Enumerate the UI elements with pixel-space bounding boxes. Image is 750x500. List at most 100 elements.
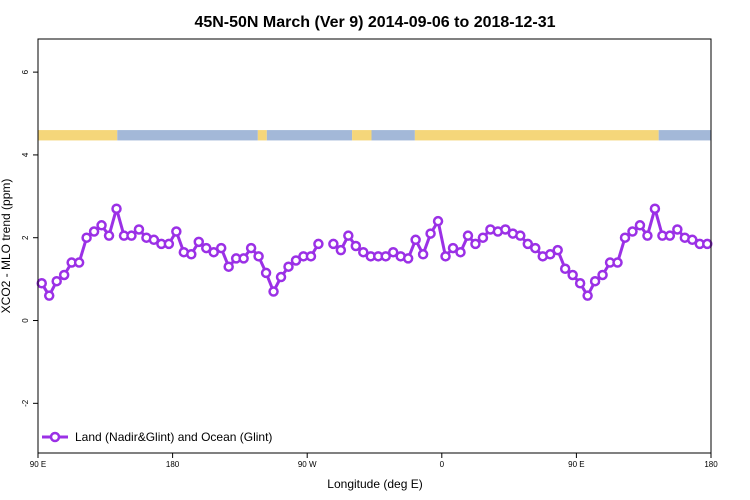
- x-tick-label: 90 E: [30, 460, 46, 469]
- data-point: [664, 230, 676, 241]
- data-point: [111, 203, 122, 214]
- data-point: [612, 257, 623, 268]
- data-point: [619, 232, 631, 243]
- data-point: [522, 238, 534, 250]
- data-point: [544, 249, 556, 260]
- data-point: [253, 251, 264, 262]
- strip-segment-land: [257, 130, 267, 141]
- data-point: [51, 275, 62, 287]
- y-tick-label: 6: [21, 69, 30, 74]
- x-axis-label: Longitude (deg E): [327, 477, 422, 491]
- data-point: [649, 203, 661, 214]
- y-tick-label: 4: [21, 152, 30, 157]
- data-point: [515, 230, 526, 241]
- data-point: [133, 224, 145, 235]
- chart-title: 45N-50N March (Ver 9) 2014-09-06 to 2018…: [194, 14, 555, 31]
- data-point: [268, 286, 279, 297]
- data-point: [245, 242, 257, 254]
- y-tick-label: 0: [21, 318, 30, 323]
- data-point: [432, 215, 444, 227]
- y-axis-label: XCO2 - MLO trend (ppm): [0, 179, 13, 314]
- y-tick-label: -2: [21, 399, 30, 407]
- data-point: [305, 251, 317, 262]
- data-point: [597, 269, 608, 281]
- data-point: [687, 234, 698, 246]
- data-point: [335, 244, 347, 256]
- data-point: [193, 236, 205, 248]
- strip-segment-ocean: [658, 130, 711, 141]
- data-point: [275, 271, 287, 283]
- data-point: [440, 251, 451, 262]
- data-point: [462, 230, 474, 241]
- data-point: [103, 230, 115, 241]
- data-point: [350, 240, 362, 252]
- strip-segment-land: [414, 130, 659, 141]
- data-point: [477, 232, 489, 243]
- data-point: [402, 253, 414, 264]
- data-point: [672, 224, 683, 235]
- x-tick-label: 90 E: [568, 460, 584, 469]
- data-point: [574, 278, 586, 289]
- data-point: [215, 242, 227, 254]
- data-point: [186, 249, 197, 260]
- data-point: [238, 253, 249, 264]
- data-point: [470, 238, 481, 250]
- data-point: [81, 232, 92, 243]
- data-series: [36, 203, 713, 301]
- x-tick-label: 180: [704, 460, 718, 469]
- strip-segment-ocean: [371, 130, 415, 141]
- data-point: [58, 269, 70, 281]
- legend-entry: Land (Nadir&Glint) and Ocean (Glint): [75, 430, 272, 444]
- data-point: [96, 220, 107, 231]
- data-point: [589, 275, 601, 287]
- data-point: [260, 267, 272, 279]
- data-point: [582, 290, 593, 301]
- data-point: [208, 246, 219, 258]
- y-axis: -2 0 2 4 6: [21, 69, 38, 407]
- data-point: [163, 238, 175, 250]
- data-point: [313, 238, 324, 250]
- data-point: [201, 242, 212, 254]
- data-point: [343, 230, 354, 241]
- data-point: [642, 230, 653, 241]
- data-point: [148, 234, 160, 246]
- data-point: [702, 238, 713, 250]
- data-point: [530, 242, 541, 254]
- data-point: [447, 242, 459, 254]
- data-point: [380, 251, 391, 262]
- legend: Land (Nadir&Glint) and Ocean (Glint): [42, 430, 272, 444]
- data-point: [283, 261, 294, 272]
- x-tick-label: 180: [166, 460, 180, 469]
- strip-segment-land: [352, 130, 372, 141]
- data-point: [223, 261, 234, 272]
- data-point: [290, 255, 302, 266]
- x-tick-label: 90 W: [298, 460, 317, 469]
- data-point: [73, 257, 85, 268]
- land-ocean-strip: [38, 130, 711, 141]
- data-point: [552, 244, 563, 256]
- x-tick-label: 0: [440, 460, 445, 469]
- data-point: [627, 226, 638, 237]
- data-point: [387, 246, 399, 258]
- data-point: [171, 226, 182, 237]
- strip-segment-ocean: [117, 130, 258, 141]
- data-point: [417, 249, 429, 260]
- data-point: [559, 263, 571, 275]
- data-point: [634, 220, 646, 231]
- data-point: [88, 226, 100, 237]
- data-point: [43, 290, 55, 301]
- data-point: [36, 278, 47, 289]
- data-point: [358, 246, 369, 258]
- strip-segment-ocean: [266, 130, 353, 141]
- strip-segment-land: [38, 130, 118, 141]
- plot-frame: [37, 38, 712, 454]
- data-point: [425, 228, 436, 239]
- data-point: [455, 246, 466, 258]
- data-point: [500, 224, 511, 235]
- y-tick-label: 2: [21, 235, 30, 240]
- data-point: [410, 234, 421, 246]
- data-point: [328, 238, 339, 250]
- data-point: [126, 230, 137, 241]
- x-axis: 90 E 180 90 W 0 90 E 180: [30, 453, 718, 469]
